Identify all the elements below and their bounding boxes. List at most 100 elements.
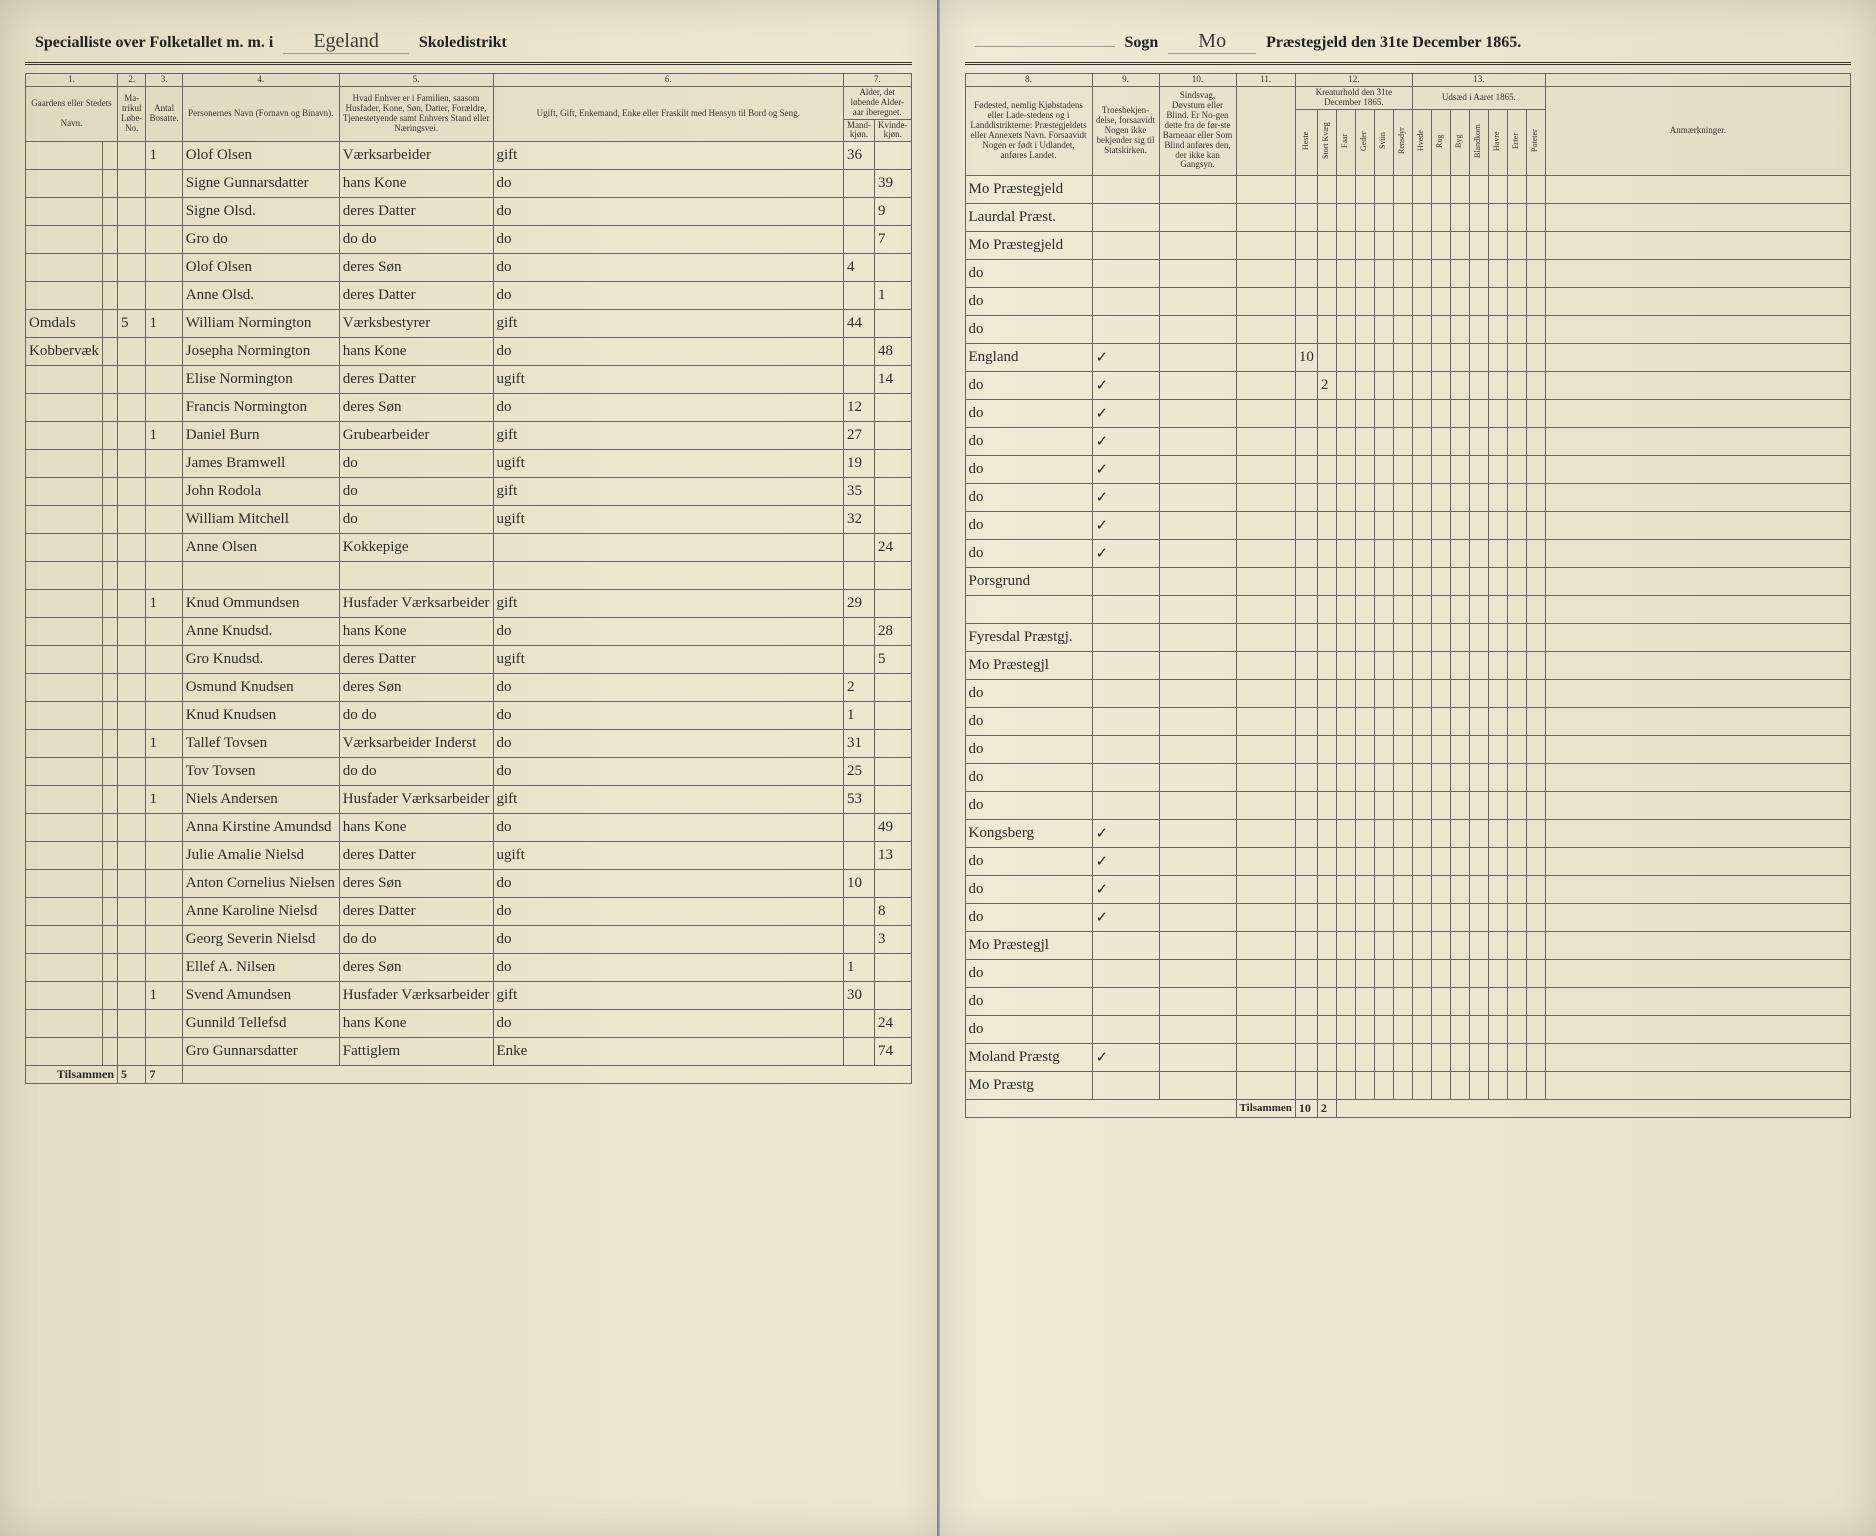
- cell: [1450, 315, 1469, 343]
- cell: [1317, 1015, 1336, 1043]
- cell: [875, 870, 912, 898]
- cell: [26, 282, 103, 310]
- cell: gift: [493, 786, 844, 814]
- cell: [844, 198, 875, 226]
- cell: [1317, 175, 1336, 203]
- cell: [1526, 1071, 1545, 1099]
- cell: [103, 870, 118, 898]
- cell: William Mitchell: [182, 506, 339, 534]
- cell: [1488, 539, 1507, 567]
- cell: [1431, 931, 1450, 959]
- cell: [26, 758, 103, 786]
- h-anm: Anmærkninger.: [1545, 86, 1850, 175]
- cell: 1: [146, 142, 182, 170]
- cell: [1236, 259, 1295, 287]
- cell: [1295, 399, 1317, 427]
- cell: 1: [146, 786, 182, 814]
- cell: gift: [493, 142, 844, 170]
- table-row: Tov Tovsendo dodo25: [26, 758, 912, 786]
- cell: [1507, 567, 1526, 595]
- cell: [103, 674, 118, 702]
- cell: [1488, 847, 1507, 875]
- cell: [1374, 287, 1393, 315]
- cell: [1507, 875, 1526, 903]
- cell: 30: [844, 982, 875, 1010]
- cell: [1412, 455, 1431, 483]
- cell: [26, 814, 103, 842]
- cell: [1450, 735, 1469, 763]
- cell: Værksarbeider: [339, 142, 493, 170]
- cell: [1374, 259, 1393, 287]
- table-row: do✓: [965, 539, 1851, 567]
- cell: [1092, 791, 1159, 819]
- cell: [1236, 847, 1295, 875]
- table-row: Georg Severin Nielsddo dodo3: [26, 926, 912, 954]
- subhead-12: Stort Kvæg: [1322, 111, 1331, 171]
- h8: Fødested, nemlig Kjøbstadens eller Lade-…: [965, 86, 1092, 175]
- cell: [1545, 651, 1850, 679]
- cell: ✓: [1092, 343, 1159, 371]
- cell: [26, 394, 103, 422]
- cell: [1336, 903, 1355, 931]
- cell: [103, 842, 118, 870]
- cell: [1092, 651, 1159, 679]
- cell: [1355, 735, 1374, 763]
- cell: [844, 646, 875, 674]
- cell: [844, 282, 875, 310]
- cell: [26, 842, 103, 870]
- ledger-book: Specialliste over Folketallet m. m. i Eg…: [0, 0, 1876, 1536]
- cell: [118, 534, 146, 562]
- cell: Signe Olsd.: [182, 198, 339, 226]
- cell: [1450, 819, 1469, 847]
- cell: [103, 954, 118, 982]
- cell: [1450, 343, 1469, 371]
- cell: [1336, 371, 1355, 399]
- cell: [1355, 231, 1374, 259]
- subhead-13: Poteter: [1531, 111, 1540, 171]
- cell: [118, 954, 146, 982]
- cell: [1545, 623, 1850, 651]
- cell: [1488, 343, 1507, 371]
- h7a: Mand-kjøn.: [844, 119, 875, 142]
- cell: [1545, 735, 1850, 763]
- cell: [1374, 175, 1393, 203]
- cell: [1236, 1043, 1295, 1071]
- r-s2: 2: [1317, 1099, 1336, 1117]
- cell: [1317, 231, 1336, 259]
- cell: [1336, 987, 1355, 1015]
- col12: 12.: [1295, 74, 1412, 87]
- table-row: Signe Olsd.deres Datterdo9: [26, 198, 912, 226]
- cell: [146, 926, 182, 954]
- cell: do: [965, 371, 1092, 399]
- cell: [1317, 875, 1336, 903]
- cell: [118, 226, 146, 254]
- cell: [1374, 343, 1393, 371]
- cell: [26, 702, 103, 730]
- cell: [1236, 959, 1295, 987]
- cell: [1355, 847, 1374, 875]
- cell: [1545, 315, 1850, 343]
- cell: do: [965, 539, 1092, 567]
- cell: [1526, 959, 1545, 987]
- cell: Tallef Tovsen: [182, 730, 339, 758]
- cell: [1092, 679, 1159, 707]
- cell: [103, 1038, 118, 1066]
- cell: hans Kone: [339, 170, 493, 198]
- cell: [1526, 259, 1545, 287]
- cell: [1431, 315, 1450, 343]
- cell: ✓: [1092, 819, 1159, 847]
- cell: [1526, 175, 1545, 203]
- cell: do: [493, 282, 844, 310]
- cell: Kokkepige: [339, 534, 493, 562]
- cell: [1295, 203, 1317, 231]
- table-row: do: [965, 763, 1851, 791]
- cell: [118, 730, 146, 758]
- cell: gift: [493, 982, 844, 1010]
- cell: do: [339, 450, 493, 478]
- cell: [1450, 679, 1469, 707]
- cell: [1526, 399, 1545, 427]
- h1: Gaardens eller StedetsNavn.: [26, 86, 118, 141]
- cell: [1507, 1071, 1526, 1099]
- cell: [1393, 175, 1412, 203]
- cell: [146, 534, 182, 562]
